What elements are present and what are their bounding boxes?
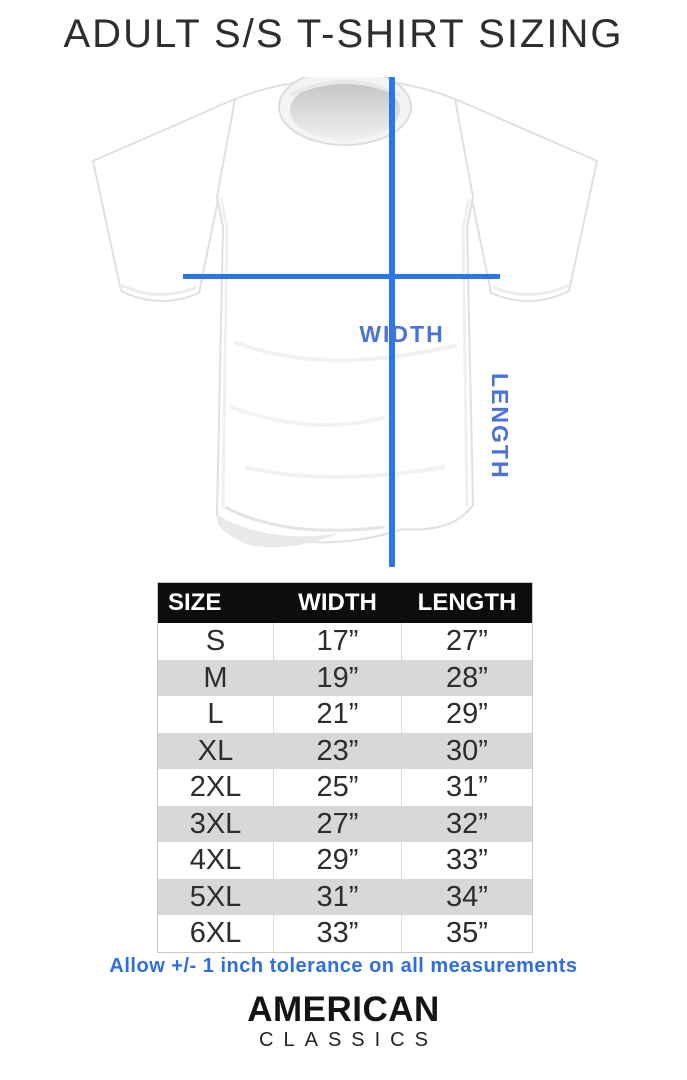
table-row: M 19” 28” [158,659,532,696]
table-row: 5XL 31” 34” [158,878,532,915]
length-cell: 27” [446,625,488,657]
brand-name-primary: AMERICAN [247,990,440,1029]
header-length: LENGTH [417,589,517,616]
length-cell: 32” [446,807,488,840]
length-cell: 31” [446,771,488,803]
length-cell: 33” [446,844,488,876]
size-cell: M [203,661,228,694]
length-cell: 35” [446,917,488,949]
table-row: 3XL 27” 32” [158,805,532,842]
size-cell: L [207,698,224,730]
length-cell: 34” [446,880,488,913]
size-table-header: SIZE WIDTH LENGTH [158,583,532,623]
size-table: SIZE WIDTH LENGTH S 17” 27” M 19” 28” L … [157,582,533,953]
width-cell: 27” [316,807,359,840]
size-cell: S [205,625,226,657]
size-cell: 2XL [189,771,242,803]
width-label: WIDTH [359,321,445,347]
width-cell: 31” [316,880,359,913]
size-cell: 4XL [189,844,242,876]
size-cell: XL [197,734,234,767]
length-measure-line [389,77,395,567]
page-title: ADULT S/S T-SHIRT SIZING [63,12,624,56]
header-size: SIZE [168,589,222,616]
length-cell: 29” [446,698,488,730]
width-cell: 17” [273,623,402,660]
table-row: XL 23” 30” [158,732,532,769]
width-measure-line [183,274,500,279]
length-label: LENGTH [487,373,513,480]
length-cell: 30” [446,734,488,767]
width-cell: 19” [316,661,359,694]
width-cell: 21” [273,696,402,733]
size-cell: 5XL [189,880,242,913]
width-cell: 23” [316,734,359,767]
width-cell: 33” [273,915,402,952]
table-row: 2XL 25” 31” [158,769,532,806]
size-cell: 3XL [189,807,242,840]
table-row: L 21” 29” [158,696,532,733]
brand-name-secondary: CLASSICS [259,1029,438,1051]
length-cell: 28” [446,661,488,694]
table-row: 6XL 33” 35” [158,915,532,952]
width-cell: 29” [273,842,402,879]
size-cell: 6XL [189,917,242,949]
width-cell: 25” [273,769,402,806]
table-row: 4XL 29” 33” [158,842,532,879]
brand-logo: AMERICAN CLASSICS [0,990,687,1052]
header-width: WIDTH [298,589,377,616]
tshirt-diagram: WIDTH LENGTH [85,68,605,577]
table-row: S 17” 27” [158,623,532,660]
tshirt-graphic [92,68,598,567]
tolerance-note: Allow +/- 1 inch tolerance on all measur… [109,955,578,977]
